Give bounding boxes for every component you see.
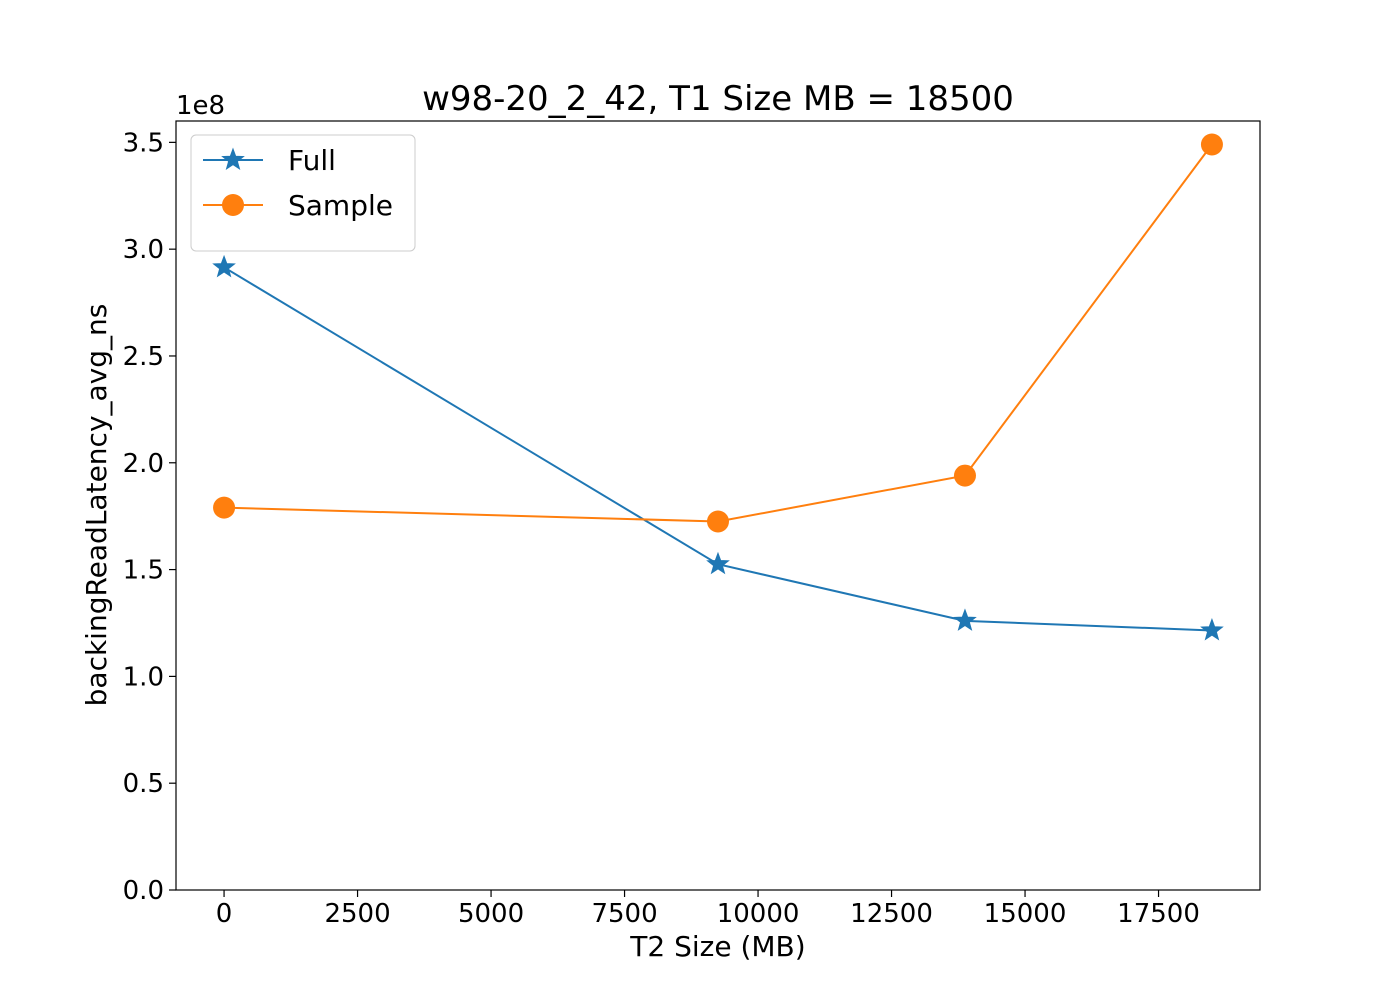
x-tick-label: 12500 (850, 899, 933, 929)
y-tick-label: 0.0 (123, 876, 164, 906)
data-point-full (706, 551, 730, 575)
x-tick-label: 15000 (984, 899, 1067, 929)
series-line-full (223, 266, 1212, 632)
y-tick-label: 3.5 (123, 128, 164, 158)
data-point-sample (213, 496, 236, 519)
series-full (212, 254, 1224, 641)
series-line-sample (224, 143, 1213, 523)
y-tick-label: 0.5 (123, 769, 164, 799)
y-tick-label: 2.5 (123, 342, 164, 372)
y-tick-label: 3.0 (123, 235, 164, 265)
x-tick-label: 0 (216, 899, 233, 929)
x-axis-label: T2 Size (MB) (629, 930, 805, 963)
x-tick-label: 5000 (458, 899, 524, 929)
data-point-sample (707, 510, 729, 533)
data-point-full (1200, 618, 1224, 641)
series-sample (213, 133, 1223, 533)
legend-marker-sample (222, 194, 244, 216)
x-tick-label: 10000 (717, 899, 800, 929)
chart-title: w98-20_2_42, T1 Size MB = 18500 (422, 79, 1014, 119)
legend-marker-full (221, 147, 245, 171)
x-tick-label: 2500 (324, 899, 390, 929)
y-tick-label: 2.0 (123, 449, 164, 479)
legend-box (190, 134, 416, 252)
legend-label-sample: Sample (288, 189, 393, 222)
data-point-sample (953, 464, 976, 487)
legend-label-full: Full (288, 144, 336, 177)
x-tick-label: 17500 (1117, 899, 1200, 929)
data-point-full (212, 254, 236, 278)
data-point-full (953, 608, 977, 631)
legend: Full Sample (190, 134, 416, 252)
plot-frame (175, 120, 1261, 891)
x-tick-label: 7500 (591, 899, 657, 929)
y-tick-label: 1.5 (123, 556, 164, 586)
y-axis-offset-label: 1e8 (176, 91, 225, 121)
y-tick-label: 1.0 (123, 662, 164, 692)
plot-area: 0 2500 5000 7500 10000 12500 15000 17500 0.0 0.5 1… (123, 120, 1261, 929)
y-axis-label: backingReadLatency_avg_ns (80, 304, 113, 707)
data-point-sample (1200, 133, 1223, 156)
